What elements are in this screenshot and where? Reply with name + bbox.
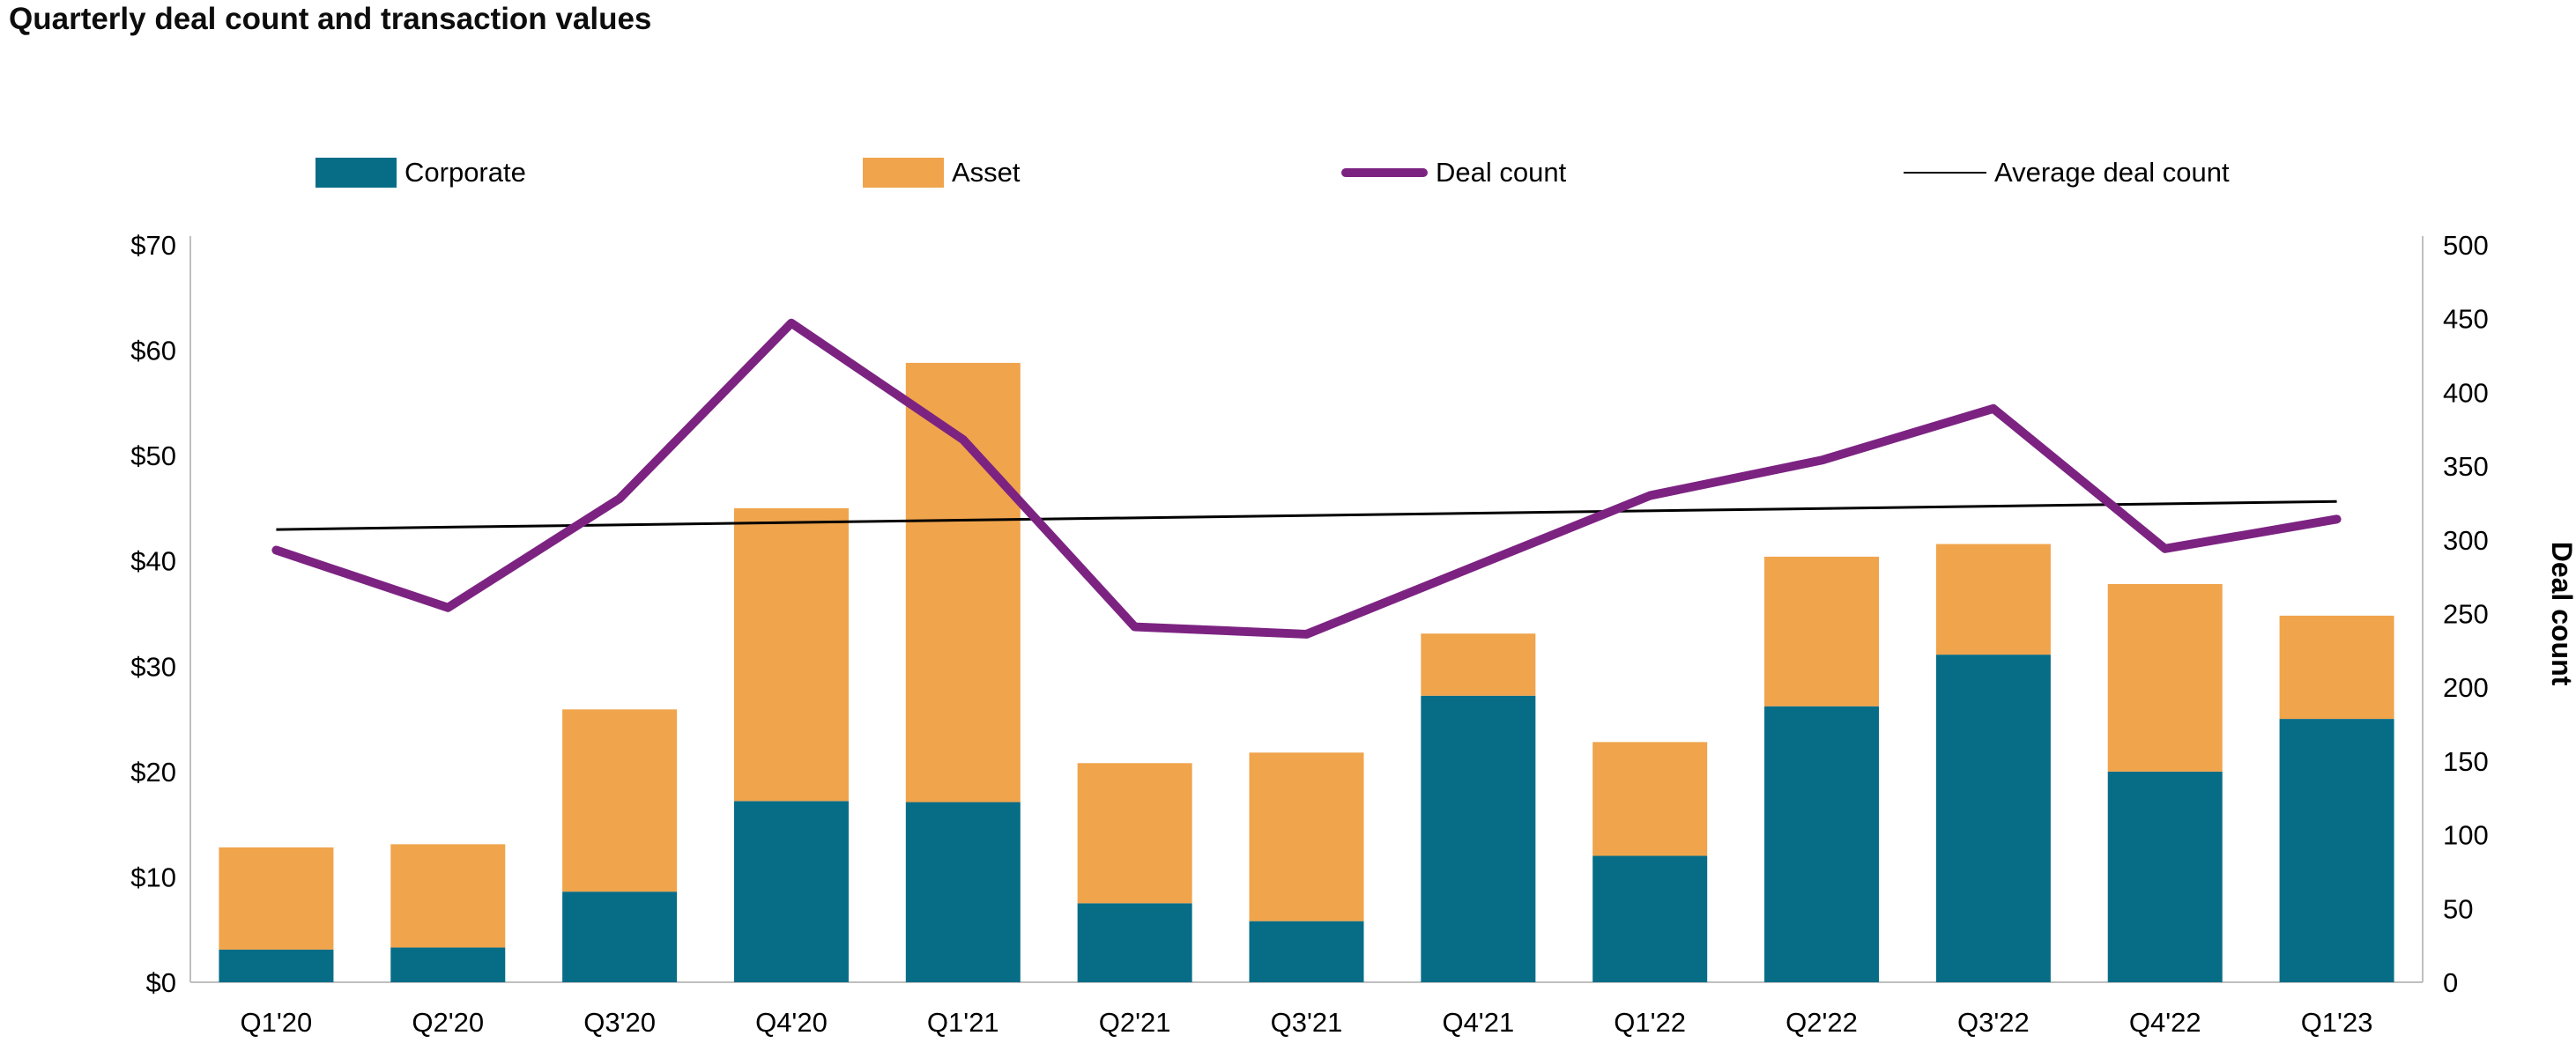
bar-corporate-segment <box>733 801 849 982</box>
bar-asset-segment <box>1935 544 2051 655</box>
bar-asset-segment <box>562 709 678 892</box>
bar-asset-segment <box>733 507 849 802</box>
bar-corporate-segment <box>2107 771 2223 982</box>
deal-count-line <box>271 318 2342 639</box>
y-axis-right-tick-label: 300 <box>2443 525 2489 556</box>
x-axis-label: Q1'21 <box>927 1007 999 1038</box>
bar-corporate-segment <box>1077 903 1192 982</box>
y-axis-left-tick-label: $50 <box>130 440 176 471</box>
y-axis-left-tick-label: $40 <box>130 546 176 577</box>
deal-count-line-swatch-icon <box>1341 168 1428 177</box>
x-axis-label: Q4'22 <box>2129 1007 2201 1038</box>
bar-asset-segment <box>1077 763 1192 904</box>
bar-corporate-segment <box>1249 921 1364 982</box>
legend-item-deal-count: Deal count <box>1341 155 1566 190</box>
x-axis-label: Q1'20 <box>241 1007 313 1038</box>
average-deal-count-line-swatch-icon <box>1904 172 1986 174</box>
x-axis-label: Q3'20 <box>583 1007 656 1038</box>
x-axis-label: Q4'20 <box>755 1007 828 1038</box>
bar-corporate-segment <box>1764 706 1880 982</box>
y-axis-right-tick-label: 250 <box>2443 599 2489 630</box>
y-axis-left-tick-label: $30 <box>130 651 176 682</box>
y-axis-left-tick-label: $60 <box>130 336 176 366</box>
bar-corporate-segment <box>1592 855 1708 982</box>
chart-title: Quarterly deal count and transaction val… <box>9 2 652 36</box>
bar-asset-segment <box>1764 556 1880 707</box>
y-axis-right-tick-label: 150 <box>2443 746 2489 777</box>
x-axis-label: Q3'21 <box>1271 1007 1343 1038</box>
y-axis-right-tick-label: 100 <box>2443 820 2489 851</box>
y-axis-right-tick-label: 350 <box>2443 451 2489 482</box>
y-axis-right-tick-label: 50 <box>2443 893 2473 924</box>
y-axis-left-tick-label: $10 <box>130 862 176 892</box>
bar-asset-segment <box>390 844 506 948</box>
average-deal-count-line <box>276 499 2337 531</box>
bar-asset-segment <box>1592 742 1708 856</box>
bar-asset-segment <box>1249 752 1364 921</box>
bar-corporate-segment <box>219 949 334 982</box>
bar-asset-segment <box>2279 615 2394 720</box>
bar-corporate-segment <box>1935 655 2051 982</box>
x-axis-label: Q4'21 <box>1442 1007 1514 1038</box>
y-axis-left-tick-label: $70 <box>130 230 176 261</box>
y-axis-right-tick-label: 400 <box>2443 377 2489 408</box>
x-axis-label: Q3'22 <box>1957 1007 2030 1038</box>
bar-asset-segment <box>905 362 1021 803</box>
bar-corporate-segment <box>1421 695 1536 982</box>
asset-swatch-icon <box>863 158 944 188</box>
y-axis-left-tick-label: $0 <box>146 967 176 998</box>
bar-corporate-segment <box>562 892 678 982</box>
right-axis-title: Deal count <box>2546 542 2576 686</box>
bar-corporate-segment <box>2279 719 2394 982</box>
y-axis-right-tick-label: 200 <box>2443 672 2489 703</box>
x-axis-label: Q1'22 <box>1614 1007 1686 1038</box>
legend-label-deal-count: Deal count <box>1436 157 1567 188</box>
x-axis-label: Q2'22 <box>1785 1007 1858 1038</box>
bar-asset-segment <box>2107 584 2223 772</box>
y-axis-right-tick-label: 450 <box>2443 304 2489 335</box>
y-axis-right-tick-label: 500 <box>2443 230 2489 261</box>
bar-asset-segment <box>1421 633 1536 696</box>
legend-item-asset: Asset <box>863 155 1021 190</box>
bar-corporate-segment <box>905 802 1021 982</box>
legend-label-asset: Asset <box>952 157 1021 188</box>
x-axis-label: Q1'23 <box>2301 1007 2373 1038</box>
corporate-swatch-icon <box>316 158 397 188</box>
y-axis-right-tick-label: 0 <box>2443 967 2458 998</box>
bar-corporate-segment <box>390 947 506 982</box>
x-axis-label: Q2'21 <box>1099 1007 1171 1038</box>
legend-item-average-deal-count: Average deal count <box>1904 155 2230 190</box>
legend-label-corporate: Corporate <box>405 157 526 188</box>
legend-label-average-deal-count: Average deal count <box>1994 157 2230 188</box>
legend-item-corporate: Corporate <box>316 155 526 190</box>
x-axis-label: Q2'20 <box>412 1007 484 1038</box>
y-axis-left-tick-label: $20 <box>130 757 176 788</box>
bar-asset-segment <box>219 847 334 950</box>
